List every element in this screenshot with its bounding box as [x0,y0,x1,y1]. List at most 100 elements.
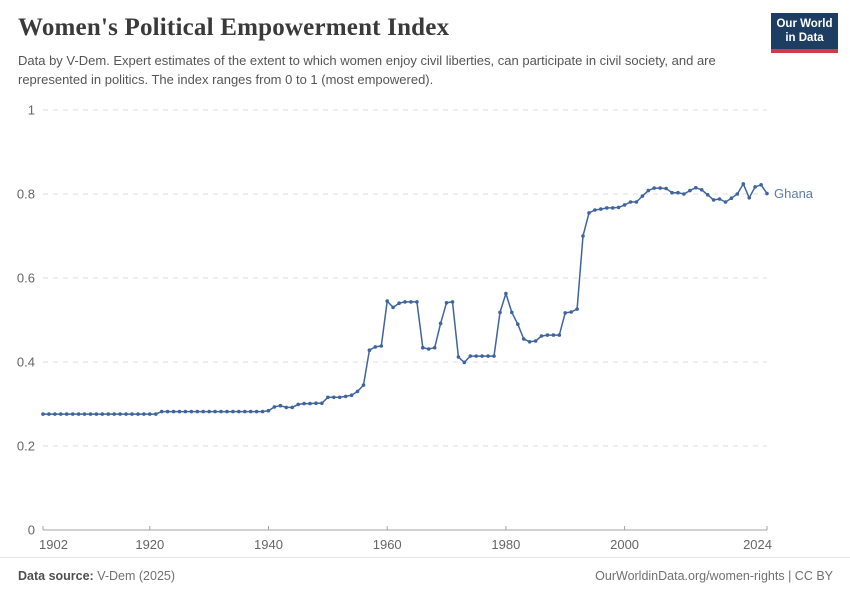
data-point[interactable] [326,395,330,400]
data-point[interactable] [231,409,235,414]
data-point[interactable] [616,205,621,210]
data-point[interactable] [106,412,111,416]
data-point[interactable] [207,409,211,414]
data-point[interactable] [296,402,301,407]
data-point[interactable] [112,412,116,416]
data-point[interactable] [100,412,105,416]
data-point[interactable] [563,311,567,315]
data-point[interactable] [610,206,615,210]
data-point[interactable] [628,200,633,204]
data-point[interactable] [373,345,378,349]
data-point[interactable] [474,354,479,358]
data-point[interactable] [486,354,490,358]
data-point[interactable] [248,409,253,414]
data-point[interactable] [41,412,45,416]
data-point[interactable] [159,409,164,414]
data-point[interactable] [379,344,384,348]
data-point[interactable] [94,412,99,416]
data-point[interactable] [575,307,579,311]
data-point[interactable] [415,300,419,304]
data-point[interactable] [421,345,425,350]
data-point[interactable] [456,355,461,359]
data-point[interactable] [367,348,372,353]
data-point[interactable] [385,299,390,303]
data-point[interactable] [53,412,57,416]
data-point[interactable] [189,409,194,414]
data-point[interactable] [581,234,585,238]
footer-url[interactable]: OurWorldinData.org/women-rights [595,569,785,583]
data-point[interactable] [314,401,318,406]
data-point[interactable] [640,194,645,198]
data-point[interactable] [545,333,550,337]
data-point[interactable] [694,185,698,190]
data-point[interactable] [729,196,734,200]
data-point[interactable] [302,401,306,406]
data-point[interactable] [605,206,609,210]
data-point[interactable] [664,186,668,191]
series-line-ghana[interactable] [42,183,768,415]
data-point[interactable] [711,198,716,202]
data-point[interactable] [462,360,467,365]
data-point[interactable] [391,305,395,310]
data-point[interactable] [569,310,573,314]
data-point[interactable] [177,409,182,414]
data-point[interactable] [450,300,455,304]
data-point[interactable] [337,395,342,400]
data-point[interactable] [254,409,259,414]
data-point[interactable] [266,408,271,413]
data-point[interactable] [136,412,140,416]
data-point[interactable] [237,409,241,414]
data-point[interactable] [124,412,128,416]
data-point[interactable] [688,188,692,193]
data-point[interactable] [118,412,122,416]
data-point[interactable] [409,300,413,304]
data-point[interactable] [272,405,277,409]
data-point[interactable] [278,403,283,408]
data-point[interactable] [521,337,526,341]
owid-logo[interactable]: Our World in Data [771,13,838,53]
data-point[interactable] [444,301,449,305]
data-point[interactable] [634,200,639,204]
data-point[interactable] [219,409,223,414]
data-point[interactable] [717,197,722,201]
data-point[interactable] [332,395,336,400]
data-point[interactable] [622,203,627,207]
data-point[interactable] [130,412,134,416]
data-point[interactable] [349,393,354,398]
data-point[interactable] [70,412,75,416]
data-point[interactable] [705,193,710,197]
data-point[interactable] [426,347,431,351]
data-point[interactable] [504,291,508,296]
data-point[interactable] [64,412,69,416]
data-point[interactable] [171,409,176,414]
data-point[interactable] [343,394,348,399]
data-point[interactable] [682,192,686,196]
data-point[interactable] [492,354,496,358]
data-point[interactable] [320,401,324,406]
data-point[interactable] [652,186,656,190]
data-point[interactable] [308,401,312,406]
entity-label-ghana[interactable]: Ghana [774,186,814,201]
data-point[interactable] [148,412,152,416]
data-point[interactable] [646,188,651,193]
footer-license[interactable]: CC BY [794,569,833,583]
data-point[interactable] [361,383,366,387]
data-point[interactable] [551,333,556,337]
data-point[interactable] [284,405,289,410]
data-point[interactable] [516,322,520,327]
data-point[interactable] [201,409,205,414]
data-point[interactable] [593,208,597,212]
data-point[interactable] [142,412,146,416]
data-point[interactable] [765,191,769,196]
data-point[interactable] [533,339,538,343]
data-point[interactable] [510,310,514,315]
data-point[interactable] [670,190,674,195]
data-point[interactable] [735,192,740,196]
data-point[interactable] [82,412,87,416]
data-point[interactable] [76,412,81,416]
data-point[interactable] [438,321,443,326]
data-point[interactable] [183,409,188,414]
data-point[interactable] [753,185,757,189]
data-point[interactable] [403,300,407,304]
